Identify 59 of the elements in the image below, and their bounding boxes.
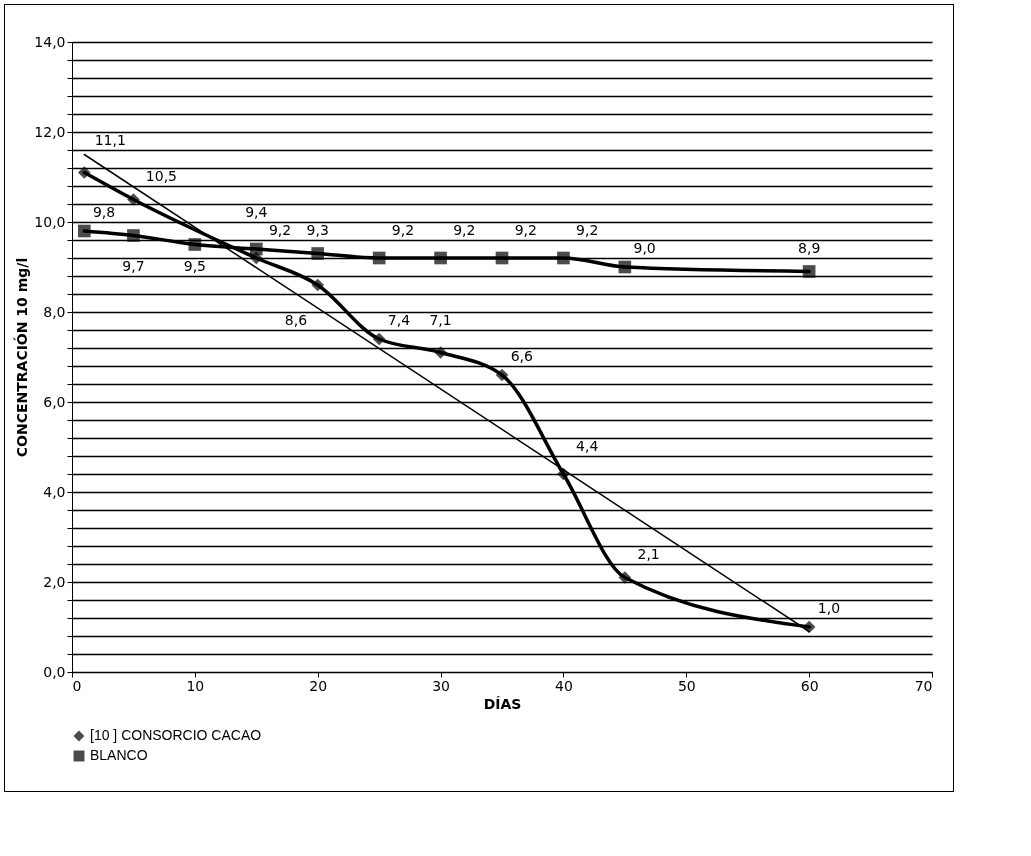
y-axis-title: CONCENTRACIÓN 10 mg/l <box>13 257 31 458</box>
x-tick-label: 50 <box>677 677 696 694</box>
data-label: 9,2 <box>391 222 415 238</box>
data-label: 8,6 <box>284 312 308 328</box>
y-tick-label: 4,0 <box>43 483 66 500</box>
y-tick-label: 2,0 <box>43 573 66 590</box>
y-tick-label: 8,0 <box>43 303 66 320</box>
data-label: 10,5 <box>145 168 178 184</box>
point <box>311 247 325 260</box>
point <box>495 251 509 265</box>
point <box>249 242 263 256</box>
data-label: 7,1 <box>429 312 452 328</box>
point <box>311 278 325 292</box>
data-label: 9,2 <box>514 222 537 238</box>
data-label: 9,3 <box>306 222 329 238</box>
data-label: 8,9 <box>798 240 821 256</box>
point <box>434 346 447 359</box>
data-label: 9,4 <box>245 204 268 220</box>
point <box>618 571 632 584</box>
y-tick-label: 14,0 <box>34 33 66 50</box>
point <box>802 265 816 278</box>
data-label: 7,4 <box>387 312 411 328</box>
point <box>495 368 509 382</box>
data-label: 9,2 <box>453 222 476 238</box>
data-label: 9,7 <box>122 258 145 274</box>
data-label: 9,5 <box>183 258 206 274</box>
x-tick-label: 40 <box>555 677 573 694</box>
data-label: 1,0 <box>817 600 841 616</box>
x-axis-title: DÍAS <box>483 695 522 712</box>
x-tick-label: 30 <box>432 677 450 694</box>
data-label: 11,1 <box>94 132 126 148</box>
legend-label: [10 ] CONSORCIO CACAO <box>90 727 262 743</box>
point <box>557 251 570 265</box>
data-label: 9,0 <box>633 240 656 256</box>
point <box>372 332 386 346</box>
point <box>77 224 91 238</box>
x-tick-label: 0 <box>72 677 82 694</box>
point <box>188 238 202 251</box>
point <box>434 251 447 265</box>
y-tick-label: 10,0 <box>34 213 66 230</box>
y-tick-label: 0,0 <box>43 663 66 680</box>
data-label: 9,8 <box>92 204 116 220</box>
y-tick-label: 6,0 <box>43 393 66 410</box>
x-tick-label: 70 <box>914 677 933 694</box>
legend-label: BLANCO <box>90 747 148 763</box>
point <box>127 193 140 206</box>
data-label: 6,6 <box>510 348 533 364</box>
y-tick-label: 12,0 <box>34 123 66 140</box>
point <box>77 166 91 179</box>
data-label: 4,4 <box>576 438 599 454</box>
point <box>127 229 140 242</box>
point <box>372 251 386 265</box>
point <box>618 260 632 274</box>
data-label: 9,2 <box>576 222 599 238</box>
x-tick-label: 10 <box>186 677 205 694</box>
x-tick-label: 20 <box>309 677 328 694</box>
x-tick-label: 60 <box>800 677 819 694</box>
data-label: 9,2 <box>268 222 292 238</box>
data-label: 2,1 <box>637 546 660 562</box>
